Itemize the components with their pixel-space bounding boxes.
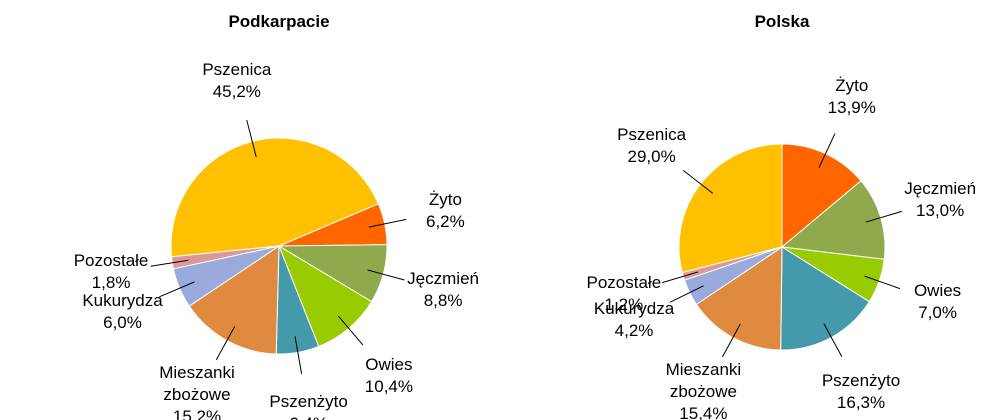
category-label: Jęczmień [407, 269, 479, 289]
slice-label: Pszenica 29,0% [587, 124, 717, 168]
category-label: Pszenżyto [269, 392, 348, 412]
leader-line [662, 271, 699, 284]
category-label: Żyto [428, 190, 462, 210]
slice-label: Jęczmień 8,8% [378, 268, 508, 312]
category-label: Pszenica [202, 60, 272, 80]
value-label: 10,4% [364, 376, 413, 396]
chart-title: Polska [754, 12, 810, 31]
slice-label: Pszenżyto 16,3% [796, 370, 926, 414]
slice-label: Żyto 6,2% [380, 189, 510, 233]
leader-line [159, 281, 195, 298]
slice-label: Mieszanki zbożowe 15,2% [132, 362, 262, 420]
slice-label: Pozostałe 1,8% [46, 250, 176, 294]
category-label: Kukurydza [82, 291, 163, 311]
leader-line [818, 133, 836, 168]
category-label: Pozostałe [586, 273, 662, 293]
leader-line [722, 323, 741, 358]
leader-line [864, 275, 901, 290]
slice-label: Owies 10,4% [324, 354, 454, 398]
leader-line [367, 269, 405, 281]
slice-label: Pszenżyto6,4% [244, 391, 374, 420]
slice-label: Pozostałe 1,2% [559, 272, 689, 316]
category-label: Owies [913, 280, 962, 300]
slice-label: Kukurydza 4,2% [569, 298, 699, 342]
category-label: Mieszanki zbożowe [159, 362, 235, 404]
chart-title: Podkarpacie [228, 12, 330, 31]
value-label: 15,4% [679, 404, 728, 420]
leader-line [682, 169, 714, 194]
category-label: Pszenżyto [821, 370, 901, 390]
slice-label: Mieszanki zbożowe 15,4% [638, 359, 768, 420]
value-label: 6,4% [254, 413, 364, 420]
leader-line [150, 259, 189, 267]
category-label: Pszenica [617, 124, 687, 144]
category-label: Pozostałe [73, 251, 149, 271]
value-label: 1,8% [91, 273, 131, 293]
value-label: 16,3% [836, 392, 886, 412]
slice-label: Pszenica 45,2% [172, 59, 302, 103]
value-label: 7,0% [918, 302, 957, 322]
leader-line [368, 218, 407, 228]
leader-line [294, 336, 303, 375]
slice-label: Owies 7,0% [873, 280, 996, 324]
leader-line [337, 315, 364, 346]
slice-label: Kukurydza 6,0% [58, 290, 188, 334]
value-label: 6,2% [426, 212, 465, 232]
value-label: 4,2% [614, 321, 654, 341]
leader-line [865, 210, 902, 223]
slice-label: Żyto 13,9% [787, 75, 917, 119]
leader-line [669, 285, 704, 303]
leader-line [246, 119, 257, 158]
value-label: 29,0% [627, 146, 676, 166]
category-label: Jęczmień [904, 178, 977, 198]
category-label: Owies [365, 354, 413, 374]
category-label: Mieszanki zbożowe [665, 360, 742, 402]
value-label: 45,2% [212, 82, 261, 102]
value-label: 13,0% [916, 200, 965, 220]
value-label: 6,0% [103, 313, 142, 333]
category-label: Kukurydza [593, 299, 675, 319]
value-label: 1,2% [604, 295, 644, 315]
leader-line [823, 323, 843, 357]
value-label: 13,9% [827, 98, 876, 118]
value-label: 8,8% [423, 291, 463, 311]
slice-label: Jęczmień 13,0% [875, 178, 996, 222]
value-label: 15,2% [172, 406, 222, 420]
leader-line [215, 326, 236, 361]
category-label: Żyto [835, 76, 869, 96]
